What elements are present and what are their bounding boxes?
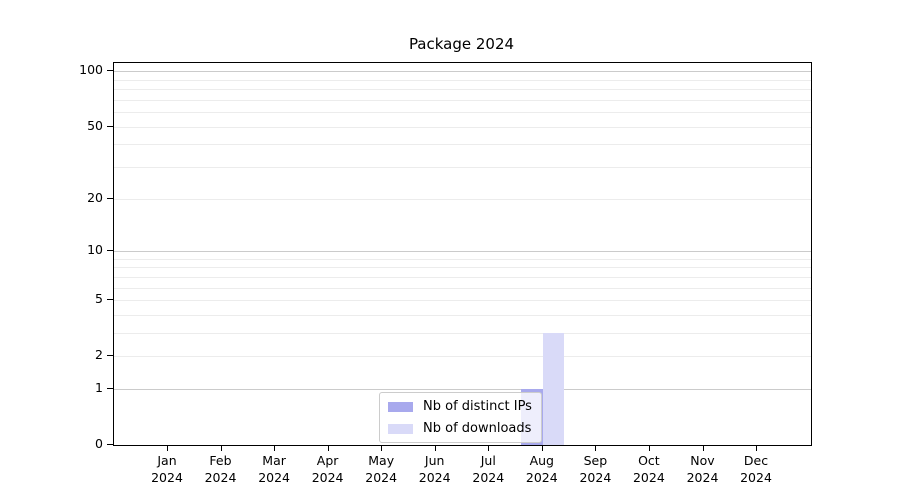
gridline — [114, 314, 811, 316]
legend-entry-distinct-ips: Nb of distinct IPs — [388, 398, 532, 415]
x-tick-mark — [274, 445, 276, 451]
x-tick-label-sep: Sep 2024 — [579, 453, 612, 485]
legend: Nb of distinct IPs Nb of downloads — [379, 392, 542, 443]
gridline — [114, 250, 811, 252]
x-tick-mark — [167, 445, 168, 451]
x-tick-label-nov: Nov 2024 — [686, 453, 719, 485]
x-tick-mark — [220, 445, 222, 451]
x-tick-mark — [327, 445, 329, 451]
y-tick-mark — [107, 125, 113, 127]
y-tick-mark — [107, 249, 113, 251]
y-tick-mark — [107, 197, 113, 199]
x-tick-label-may: May 2024 — [365, 453, 398, 485]
gridline — [114, 332, 811, 334]
x-tick-mark — [756, 445, 757, 451]
y-tick-mark — [107, 298, 113, 300]
y-tick-label: 1 — [95, 379, 103, 395]
y-tick-mark — [107, 70, 113, 72]
gridline — [114, 388, 811, 390]
gridline — [114, 89, 811, 91]
gridline — [114, 99, 811, 101]
legend-label-downloads: Nb of downloads — [423, 421, 532, 436]
y-tick-label: 10 — [87, 241, 103, 257]
y-tick-label: 5 — [95, 290, 103, 306]
y-tick-label: 100 — [79, 62, 103, 78]
legend-swatch-downloads-icon — [388, 423, 413, 434]
y-tick-mark — [107, 387, 113, 389]
x-tick-label-jul: Jul 2024 — [472, 453, 505, 485]
gridline — [114, 299, 811, 301]
gridline — [114, 287, 811, 289]
y-tick-label: 50 — [87, 117, 103, 133]
bar-aug-downloads — [542, 332, 565, 445]
x-tick-label-jun: Jun 2024 — [418, 453, 451, 485]
legend-swatch-distinct-ips-icon — [388, 401, 413, 412]
gridline — [114, 356, 811, 358]
x-tick-label-aug: Aug 2024 — [525, 453, 558, 485]
y-tick-label: 2 — [95, 347, 103, 363]
gridline — [114, 112, 811, 114]
gridline — [114, 144, 811, 146]
x-tick-label-apr: Apr 2024 — [311, 453, 344, 485]
y-tick-mark — [107, 355, 113, 357]
chart-title: Package 2024 — [408, 35, 515, 53]
x-tick-label-feb: Feb 2024 — [204, 453, 237, 485]
gridline — [114, 167, 811, 168]
x-tick-mark — [381, 445, 383, 451]
x-tick-mark — [595, 445, 597, 451]
x-tick-mark — [648, 445, 650, 451]
legend-label-distinct-ips: Nb of distinct IPs — [423, 399, 532, 414]
gridline — [114, 126, 811, 128]
legend-entry-downloads: Nb of downloads — [388, 420, 532, 437]
x-tick-mark — [702, 445, 704, 451]
x-tick-label-oct: Oct 2024 — [632, 453, 665, 485]
gridline — [114, 198, 811, 200]
y-tick-label: 20 — [87, 189, 103, 205]
plot-area — [113, 62, 812, 446]
gridline — [114, 71, 811, 73]
x-tick-label-dec: Dec 2024 — [740, 453, 772, 485]
x-tick-label-jan: Jan 2024 — [151, 453, 183, 485]
gridline — [114, 267, 811, 269]
gridline — [114, 258, 811, 260]
x-tick-mark — [488, 445, 490, 451]
y-tick-mark — [107, 444, 113, 445]
x-tick-mark — [434, 445, 436, 451]
x-tick-mark — [541, 445, 543, 451]
x-tick-label-mar: Mar 2024 — [258, 453, 290, 485]
gridline — [114, 276, 811, 278]
gridline — [114, 79, 811, 81]
y-tick-label: 0 — [95, 436, 103, 451]
